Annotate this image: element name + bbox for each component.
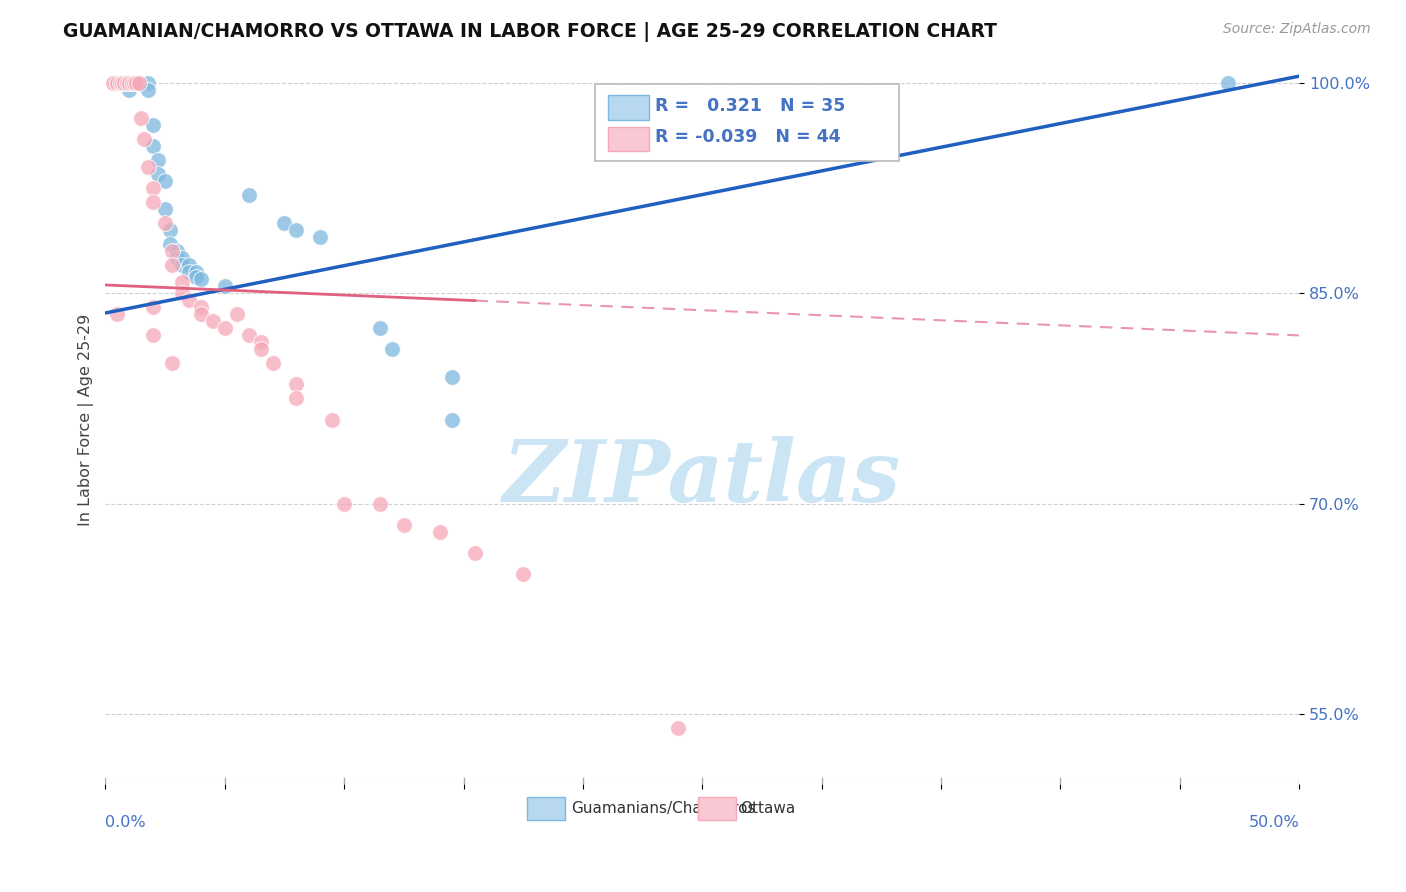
- Point: [105, 76, 128, 90]
- Point: [118, 76, 141, 90]
- Point: [177, 265, 200, 279]
- Y-axis label: In Labor Force | Age 25-29: In Labor Force | Age 25-29: [79, 313, 94, 525]
- Point: [160, 244, 183, 259]
- Text: GUAMANIAN/CHAMORRO VS OTTAWA IN LABOR FORCE | AGE 25-29 CORRELATION CHART: GUAMANIAN/CHAMORRO VS OTTAWA IN LABOR FO…: [63, 22, 997, 42]
- Point: [184, 265, 207, 279]
- Point: [138, 161, 160, 175]
- Point: [184, 269, 207, 284]
- FancyBboxPatch shape: [697, 797, 735, 821]
- Point: [114, 76, 136, 90]
- Point: [170, 275, 193, 289]
- Point: [190, 272, 212, 286]
- Point: [170, 286, 193, 301]
- Point: [285, 377, 308, 392]
- Point: [170, 258, 193, 272]
- Point: [114, 76, 136, 90]
- Point: [111, 76, 134, 90]
- Point: [309, 230, 332, 244]
- Point: [214, 279, 236, 293]
- Text: R = -0.039   N = 44: R = -0.039 N = 44: [655, 128, 841, 146]
- Point: [160, 258, 183, 272]
- Point: [128, 76, 150, 90]
- Point: [177, 293, 200, 308]
- Point: [166, 252, 188, 266]
- Point: [285, 392, 308, 406]
- Point: [368, 321, 391, 335]
- Point: [115, 76, 138, 90]
- Point: [512, 566, 534, 581]
- Point: [238, 328, 260, 343]
- Point: [285, 223, 308, 237]
- Text: 0.0%: 0.0%: [105, 814, 146, 830]
- Point: [262, 356, 284, 370]
- Point: [101, 76, 124, 90]
- Text: Source: ZipAtlas.com: Source: ZipAtlas.com: [1223, 22, 1371, 37]
- Point: [273, 216, 295, 230]
- Point: [125, 76, 148, 90]
- Point: [138, 83, 160, 97]
- Point: [142, 139, 165, 153]
- Point: [440, 370, 463, 384]
- Text: Ottawa: Ottawa: [741, 801, 796, 816]
- Point: [122, 76, 145, 90]
- Point: [170, 252, 193, 266]
- Point: [146, 153, 169, 168]
- Text: R =   0.321   N = 35: R = 0.321 N = 35: [655, 97, 845, 115]
- Point: [429, 524, 451, 539]
- Point: [121, 76, 143, 90]
- Point: [118, 83, 141, 97]
- Point: [321, 412, 343, 426]
- Point: [381, 343, 404, 357]
- Point: [122, 76, 145, 90]
- FancyBboxPatch shape: [607, 95, 648, 120]
- Point: [214, 321, 236, 335]
- Point: [153, 174, 176, 188]
- Point: [142, 118, 165, 132]
- Point: [108, 76, 131, 90]
- Point: [146, 167, 169, 181]
- Point: [129, 112, 152, 126]
- Text: Guamanians/Chamorros: Guamanians/Chamorros: [571, 801, 755, 816]
- Point: [159, 223, 181, 237]
- Point: [118, 76, 141, 90]
- Point: [177, 258, 200, 272]
- Point: [668, 721, 690, 735]
- Point: [333, 497, 356, 511]
- Point: [368, 497, 391, 511]
- FancyBboxPatch shape: [607, 127, 648, 152]
- Point: [142, 195, 165, 210]
- Point: [138, 76, 160, 90]
- Point: [132, 132, 155, 146]
- Point: [190, 301, 212, 315]
- Text: ZIPatlas: ZIPatlas: [503, 436, 901, 519]
- Point: [190, 307, 212, 321]
- Point: [249, 335, 271, 350]
- Point: [159, 237, 181, 252]
- Point: [142, 328, 165, 343]
- Point: [225, 307, 247, 321]
- Point: [153, 216, 176, 230]
- Point: [166, 244, 188, 259]
- Point: [201, 314, 224, 328]
- Point: [249, 343, 271, 357]
- Point: [105, 76, 128, 90]
- FancyBboxPatch shape: [595, 84, 900, 161]
- Point: [392, 517, 415, 532]
- Point: [464, 546, 486, 560]
- Text: 50.0%: 50.0%: [1249, 814, 1299, 830]
- Point: [160, 356, 183, 370]
- Point: [153, 202, 176, 217]
- Point: [238, 188, 260, 202]
- Point: [105, 307, 128, 321]
- Point: [105, 76, 128, 90]
- Point: [142, 181, 165, 195]
- Point: [1216, 76, 1239, 90]
- FancyBboxPatch shape: [527, 797, 565, 821]
- Point: [142, 301, 165, 315]
- Point: [440, 412, 463, 426]
